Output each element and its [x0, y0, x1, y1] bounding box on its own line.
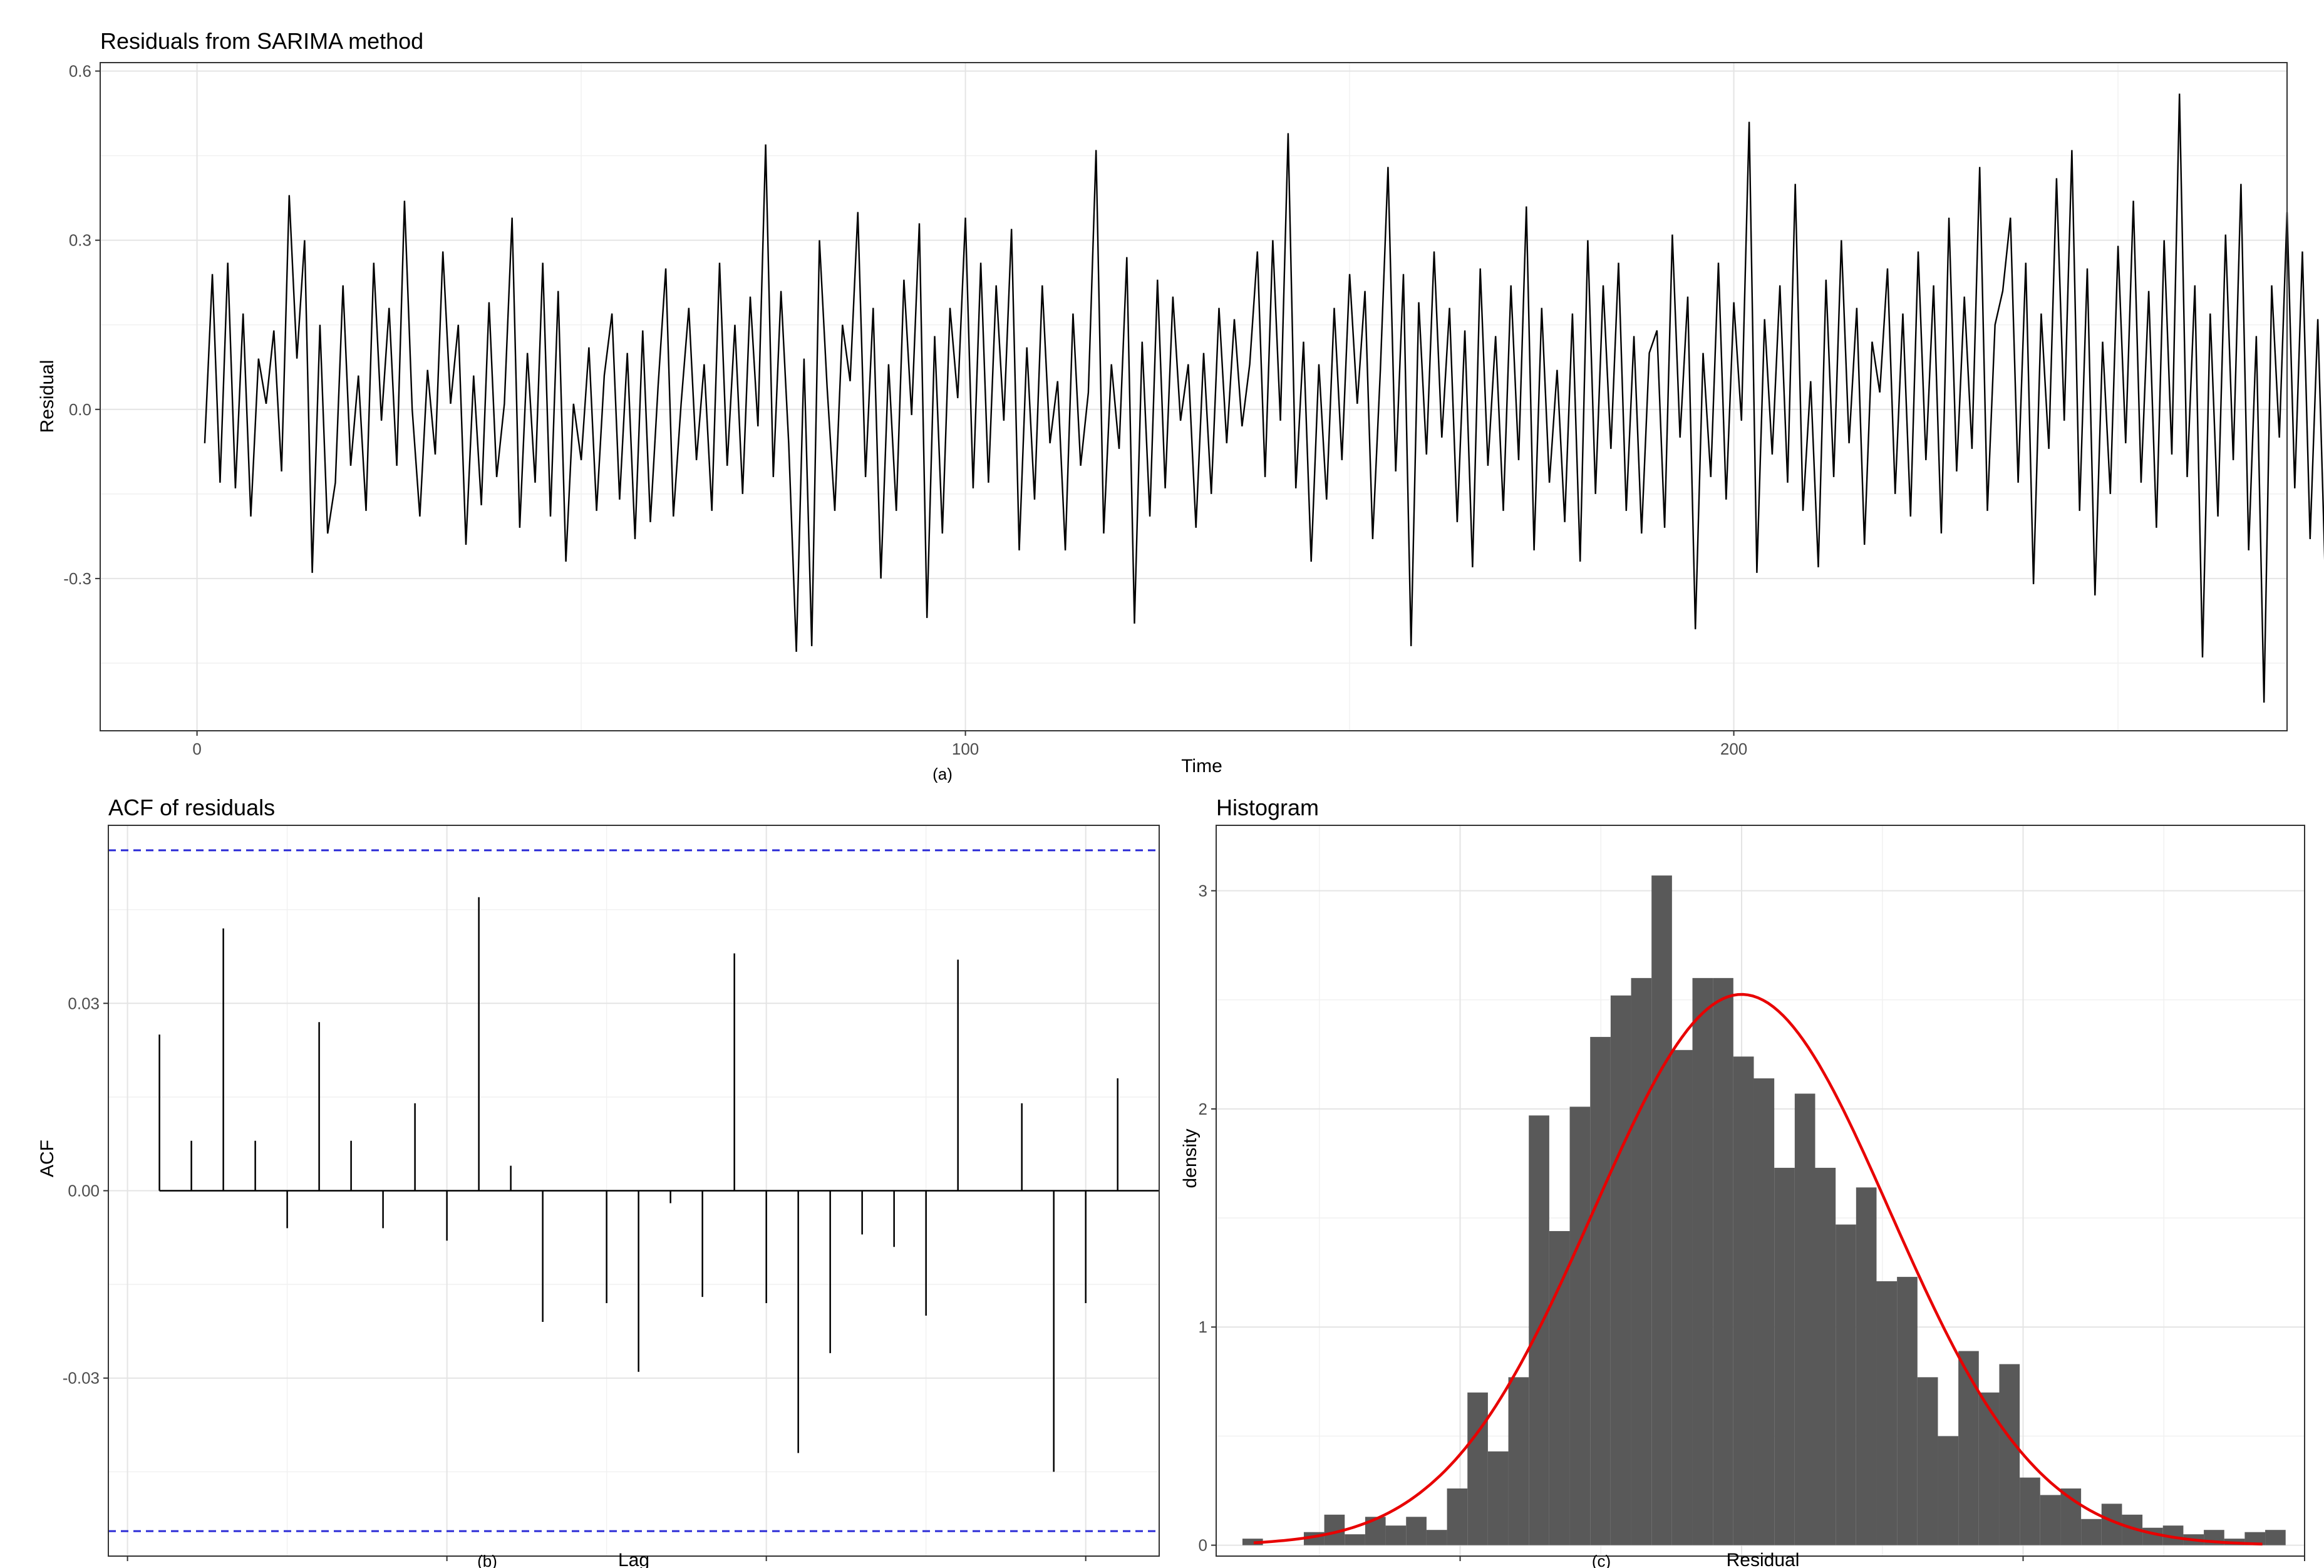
y-axis-ticks: 0 1 2 3	[1199, 882, 1216, 1555]
y-tick-label: 1	[1199, 1318, 1207, 1336]
panel-caption: (b)	[477, 1552, 497, 1568]
y-tick-label: 0	[1199, 1536, 1207, 1555]
x-axis-ticks: 0 10 20 30	[123, 1556, 1095, 1568]
x-tick-label: 0	[192, 740, 201, 758]
y-tick-label: 0.03	[68, 994, 100, 1013]
y-tick-label: 0.3	[69, 231, 91, 250]
grid	[100, 63, 2287, 731]
histogram-bar	[1671, 1050, 1693, 1545]
acf-chart-panel: ACF of residuals 0 10 20 30 -0.03 0.00 0.03 L…	[0, 783, 1177, 1568]
histogram-bar	[1242, 1539, 1263, 1545]
histogram-bar	[1733, 1056, 1754, 1545]
histogram-bar	[1938, 1436, 1959, 1545]
histogram-bar	[1590, 1036, 1611, 1545]
histogram-bar	[1487, 1451, 1509, 1545]
histogram-bar	[1549, 1230, 1570, 1545]
x-axis-ticks: 0 100 200	[192, 731, 1747, 758]
histogram-bar	[1447, 1488, 1468, 1545]
acf-chart: ACF of residuals 0 10 20 30 -0.03 0.00 0.03 L…	[37, 795, 1160, 1568]
y-axis-ticks: -0.3 0.0 0.3 0.6	[63, 62, 100, 588]
y-axis-ticks: -0.03 0.00 0.03	[63, 994, 108, 1388]
chart-title: Histogram	[1216, 795, 1319, 820]
histogram-bar	[2244, 1532, 2266, 1545]
y-axis-title: density	[1180, 1128, 1201, 1188]
y-tick-label: 0.6	[69, 62, 91, 81]
histogram-bar	[1836, 1224, 1856, 1545]
x-tick-label: 0.6	[2293, 1565, 2316, 1568]
histogram-bar	[1426, 1530, 1447, 1545]
histogram-bar	[1958, 1351, 1979, 1545]
histogram-bar	[1815, 1167, 1836, 1545]
chart-title: ACF of residuals	[108, 795, 275, 820]
y-tick-label: -0.03	[63, 1369, 100, 1388]
histogram-bar	[1978, 1392, 2000, 1545]
y-tick-label: 3	[1199, 882, 1207, 900]
y-tick-label: 2	[1199, 1100, 1207, 1118]
normal-density-curve	[1253, 993, 2263, 1545]
histogram-bar	[1385, 1525, 1407, 1545]
histogram-bar	[1856, 1187, 1877, 1545]
histogram-bar	[1610, 995, 1631, 1545]
x-tick-label: 0.0	[1730, 1565, 1753, 1568]
acf-bars	[158, 897, 1159, 1472]
x-tick-label: 20	[757, 1565, 775, 1568]
x-tick-label: 100	[952, 740, 979, 758]
histogram-bar	[1713, 977, 1733, 1545]
histogram-bar	[1794, 1093, 1815, 1545]
residual-series-line	[204, 93, 2324, 703]
plot-border	[100, 62, 2288, 731]
histogram-bars	[1242, 875, 2286, 1545]
histogram-bar	[1651, 875, 1672, 1545]
x-axis-ticks: -0.3 0.0 0.3 0.6	[1446, 1556, 2316, 1568]
histogram-bar	[2020, 1477, 2040, 1545]
histogram-bar	[1345, 1534, 1365, 1545]
y-tick-label: -0.3	[63, 569, 91, 588]
y-tick-label: 0.00	[68, 1182, 100, 1200]
histogram-chart: Histogram -0.3 0.0 0.3 0.6 0 1 2 3 Residual de…	[1180, 795, 2316, 1568]
histogram-bar	[1774, 1167, 1795, 1545]
histogram-bar	[1406, 1517, 1427, 1545]
histogram-bar	[1999, 1364, 2020, 1545]
residuals-chart-panel: Residuals from SARIMA method 0 100 200 -0.…	[0, 0, 2324, 783]
histogram-bar	[1917, 1377, 1938, 1545]
y-tick-label: 0.0	[69, 400, 91, 419]
histogram-bar	[1692, 977, 1713, 1545]
histogram-bar	[2265, 1530, 2286, 1545]
histogram-chart-panel: Histogram -0.3 0.0 0.3 0.6 0 1 2 3 Residual de…	[1177, 783, 2324, 1568]
x-tick-label: 0.3	[2012, 1565, 2034, 1568]
histogram-bar	[1631, 977, 1652, 1545]
x-tick-label: -0.3	[1446, 1565, 1474, 1568]
chart-title: Residuals from SARIMA method	[100, 28, 423, 54]
x-tick-label: 0	[123, 1565, 132, 1568]
x-tick-label: 30	[1077, 1565, 1095, 1568]
x-tick-label: 10	[438, 1565, 456, 1568]
x-axis-title: Residual	[1727, 1550, 1800, 1568]
x-tick-label: 200	[1720, 740, 1747, 758]
histogram-bar	[2081, 1519, 2102, 1545]
panel-caption: (c)	[1592, 1552, 1611, 1568]
x-axis-title: Time	[1181, 756, 1222, 776]
histogram-bar	[1569, 1106, 1591, 1545]
y-axis-title: Residual	[37, 360, 58, 433]
residuals-chart: Residuals from SARIMA method 0 100 200 -0.…	[37, 28, 2324, 783]
x-axis-title: Lag	[618, 1550, 649, 1568]
y-axis-title: ACF	[37, 1140, 58, 1177]
histogram-bar	[1467, 1392, 1488, 1545]
histogram-bar	[1897, 1277, 1918, 1545]
histogram-bar	[2040, 1495, 2061, 1545]
histogram-bar	[1876, 1281, 1898, 1545]
histogram-bar	[1508, 1377, 1529, 1545]
histogram-bar	[1753, 1078, 1775, 1545]
plot-border	[1216, 825, 2305, 1557]
panel-caption: (a)	[932, 765, 953, 783]
